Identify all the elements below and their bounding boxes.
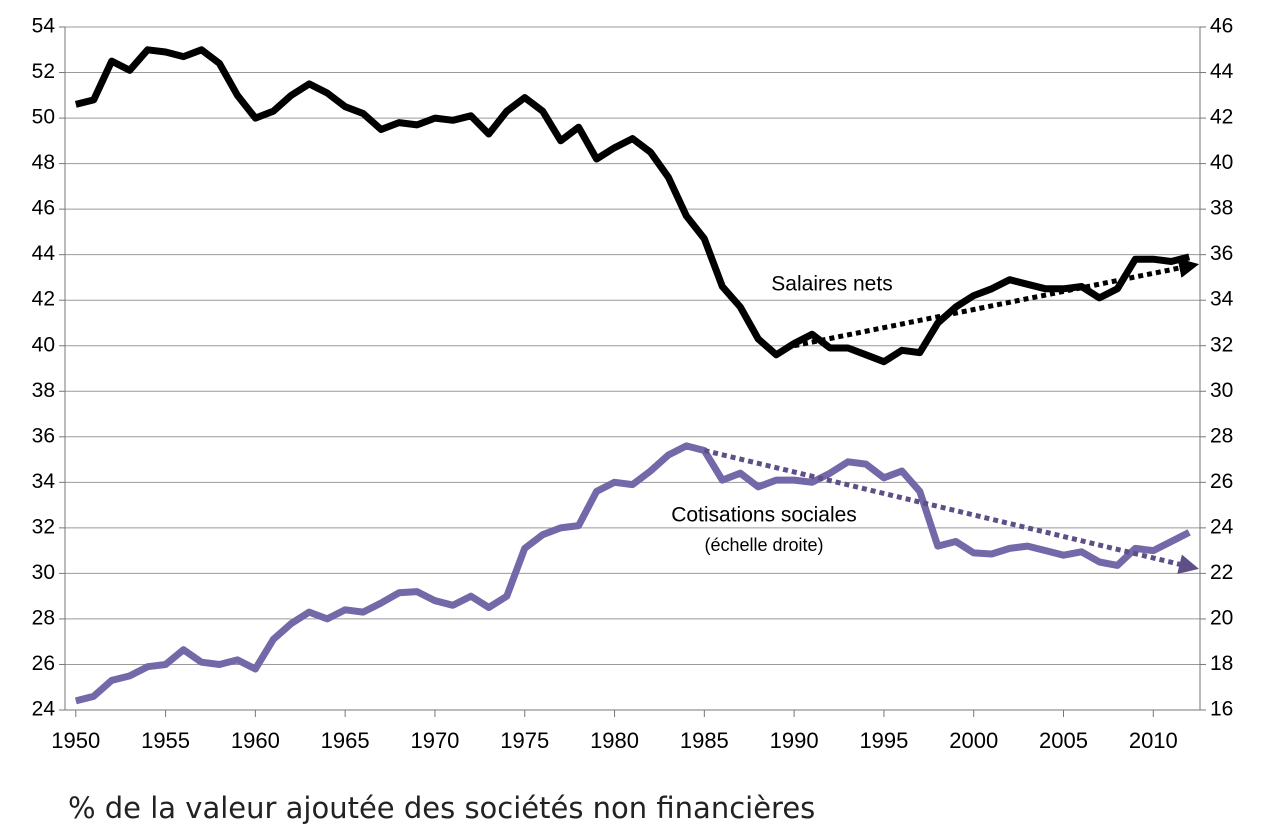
x-tick-label: 1975 [500, 728, 549, 753]
y-tick-label: 32 [32, 515, 55, 538]
y2-tick-label: 36 [1210, 242, 1233, 265]
x-tick-label: 1955 [141, 728, 190, 753]
y2-tick-label: 20 [1210, 606, 1233, 629]
y2-tick-label: 26 [1210, 470, 1233, 493]
y2-tick-label: 28 [1210, 424, 1233, 447]
series-line [74, 46, 1191, 366]
x-tick-label: 2010 [1129, 728, 1178, 753]
y2-tick-label: 38 [1210, 197, 1233, 220]
series-line [74, 442, 1191, 705]
x-tick-label: 1950 [51, 728, 100, 753]
trend-line [793, 258, 1200, 349]
y2-tick-label: 16 [1210, 698, 1233, 721]
footnote: % de la valeur ajoutée des sociétés non … [68, 791, 815, 825]
y-tick-label: 36 [32, 424, 55, 447]
y-tick-label: 52 [32, 60, 55, 83]
x-tick-label: 1970 [410, 728, 459, 753]
y2-tick-label: 32 [1210, 333, 1233, 356]
y2-tick-label: 22 [1210, 561, 1233, 584]
x-tick-label: 1995 [859, 728, 908, 753]
annotation: (échelle droite) [704, 535, 823, 555]
y2-tick-label: 44 [1210, 60, 1234, 83]
x-tick-label: 1985 [680, 728, 729, 753]
y2-tick-label: 24 [1210, 515, 1234, 538]
y-tick-label: 42 [32, 288, 55, 311]
y-tick-label: 48 [32, 151, 55, 174]
y-tick-label: 38 [32, 379, 55, 402]
y2-tick-label: 40 [1210, 151, 1233, 174]
y-tick-label: 44 [32, 242, 56, 265]
y-tick-label: 40 [32, 333, 55, 356]
y2-tick-label: 42 [1210, 106, 1233, 129]
y2-tick-label: 30 [1210, 379, 1233, 402]
annotation: Cotisations sociales [671, 504, 857, 527]
trend-line [703, 448, 1199, 574]
y2-tick-label: 34 [1210, 288, 1234, 311]
y2-tick-label: 18 [1210, 652, 1233, 675]
x-tick-label: 1960 [231, 728, 280, 753]
y-tick-label: 26 [32, 652, 55, 675]
annotation: Salaires nets [771, 273, 892, 296]
x-tick-label: 1965 [321, 728, 370, 753]
x-tick-label: 1990 [770, 728, 819, 753]
y-tick-label: 54 [32, 15, 56, 38]
y-tick-label: 34 [32, 470, 56, 493]
y-tick-label: 30 [32, 561, 55, 584]
x-tick-label: 2005 [1039, 728, 1088, 753]
y-tick-label: 50 [32, 106, 55, 129]
y-tick-label: 28 [32, 606, 55, 629]
y2-tick-label: 46 [1210, 15, 1233, 38]
y-tick-label: 24 [32, 698, 56, 721]
x-tick-label: 2000 [949, 728, 998, 753]
x-tick-label: 1980 [590, 728, 639, 753]
y-tick-label: 46 [32, 197, 55, 220]
